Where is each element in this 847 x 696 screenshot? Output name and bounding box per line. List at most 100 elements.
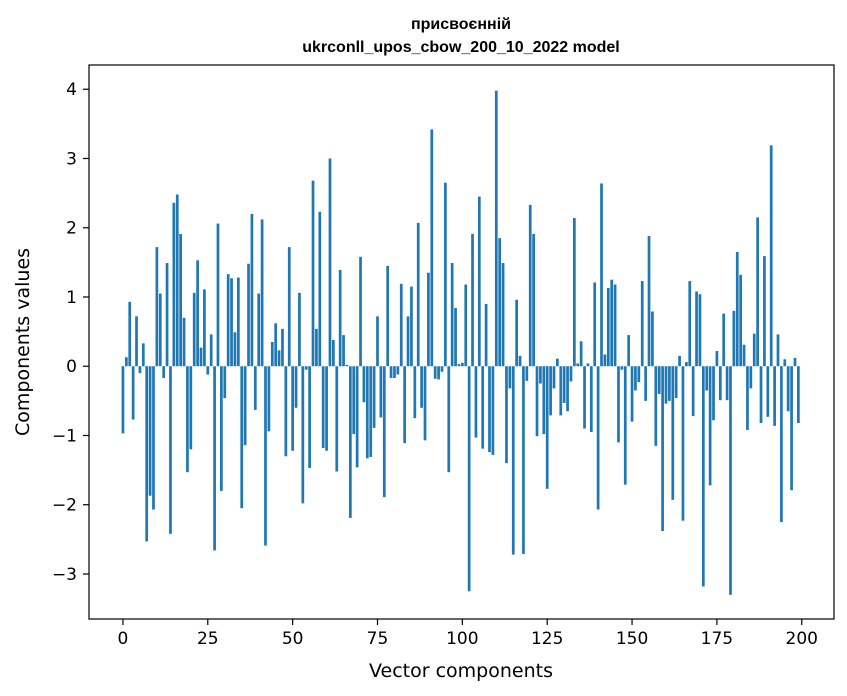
bar-68	[352, 366, 356, 435]
bar-73	[369, 366, 373, 457]
bar-86	[413, 366, 417, 419]
bar-90	[427, 272, 430, 367]
bar-168	[691, 366, 695, 417]
bar-31	[226, 274, 230, 367]
x-tick-label: 125	[531, 629, 563, 649]
bar-76	[379, 366, 383, 418]
bar-187	[756, 217, 759, 367]
bar-177	[722, 313, 726, 367]
bar-22	[196, 260, 199, 367]
bar-170	[698, 294, 702, 367]
bar-6	[141, 343, 145, 367]
bar-145	[613, 284, 617, 367]
bar-100	[460, 362, 464, 367]
bar-120	[528, 204, 532, 367]
y-axis-label: Components values	[12, 248, 34, 436]
bar-124	[542, 366, 546, 435]
bar-40	[257, 293, 261, 367]
bar-4	[135, 316, 138, 367]
bar-26	[209, 334, 213, 367]
bar-99	[457, 364, 461, 367]
bar-131	[566, 366, 569, 412]
bar-188	[759, 366, 763, 424]
bar-174	[712, 366, 715, 421]
bar-92	[433, 366, 437, 379]
bar-133	[572, 218, 576, 367]
x-axis-label: Vector components	[369, 660, 553, 682]
bar-129	[559, 366, 563, 416]
bar-20	[189, 366, 193, 450]
x-tick-label: 150	[616, 629, 648, 649]
bar-194	[780, 366, 783, 523]
bar-0	[121, 366, 125, 434]
bar-176	[718, 366, 722, 401]
bar-48	[284, 366, 288, 457]
bar-81	[396, 366, 400, 375]
bar-87	[416, 222, 420, 367]
bar-199	[797, 366, 800, 424]
bar-82	[399, 283, 403, 367]
bar-193	[776, 334, 780, 367]
bar-42	[264, 366, 267, 546]
bar-161	[668, 366, 671, 401]
bar-128	[556, 358, 559, 367]
bar-125	[545, 366, 549, 489]
bar-93	[437, 366, 440, 380]
bar-190	[766, 366, 770, 417]
bar-127	[552, 366, 556, 389]
bar-52	[298, 292, 301, 367]
bar-162	[671, 366, 675, 500]
bar-195	[783, 359, 787, 367]
bar-85	[410, 286, 413, 367]
bar-53	[301, 366, 305, 504]
bar-5	[138, 366, 142, 374]
bar-24	[203, 289, 206, 367]
bar-54	[304, 366, 308, 370]
bar-25	[206, 366, 210, 375]
bar-146	[617, 366, 620, 443]
bar-196	[786, 366, 790, 412]
bar-51	[294, 366, 298, 408]
bar-152	[637, 366, 641, 383]
bar-77	[382, 366, 386, 498]
bar-178	[725, 366, 729, 401]
bar-122	[535, 366, 539, 437]
bar-142	[603, 354, 607, 367]
bar-111	[498, 238, 502, 367]
bar-8	[148, 366, 152, 496]
bar-17	[179, 233, 182, 367]
bar-30	[223, 366, 227, 399]
bar-183	[742, 344, 746, 367]
bar-181	[735, 251, 739, 367]
bar-140	[596, 366, 600, 510]
bar-156	[651, 311, 654, 367]
bar-155	[647, 236, 651, 367]
bar-74	[372, 366, 376, 428]
bar-106	[481, 366, 485, 449]
y-tick-label: 4	[66, 80, 77, 100]
bar-33	[233, 332, 237, 367]
bar-44	[270, 342, 274, 367]
bar-36	[243, 366, 247, 446]
bar-138	[589, 366, 593, 433]
bar-184	[746, 366, 749, 430]
bar-172	[705, 366, 709, 391]
bar-59	[321, 366, 325, 448]
bar-55	[308, 366, 311, 469]
bar-83	[403, 366, 407, 444]
bar-137	[586, 363, 590, 367]
bar-16	[175, 194, 179, 367]
x-tick-label: 75	[367, 629, 389, 649]
bar-98	[454, 308, 457, 367]
bar-84	[406, 316, 410, 367]
bar-63	[335, 366, 339, 472]
bar-198	[793, 357, 797, 367]
bar-71	[362, 366, 366, 403]
x-tick-label: 200	[786, 629, 818, 649]
bar-104	[474, 366, 478, 438]
bar-2	[128, 301, 132, 367]
bar-186	[752, 333, 756, 367]
bar-101	[464, 284, 468, 367]
y-tick-label: −1	[52, 426, 77, 446]
